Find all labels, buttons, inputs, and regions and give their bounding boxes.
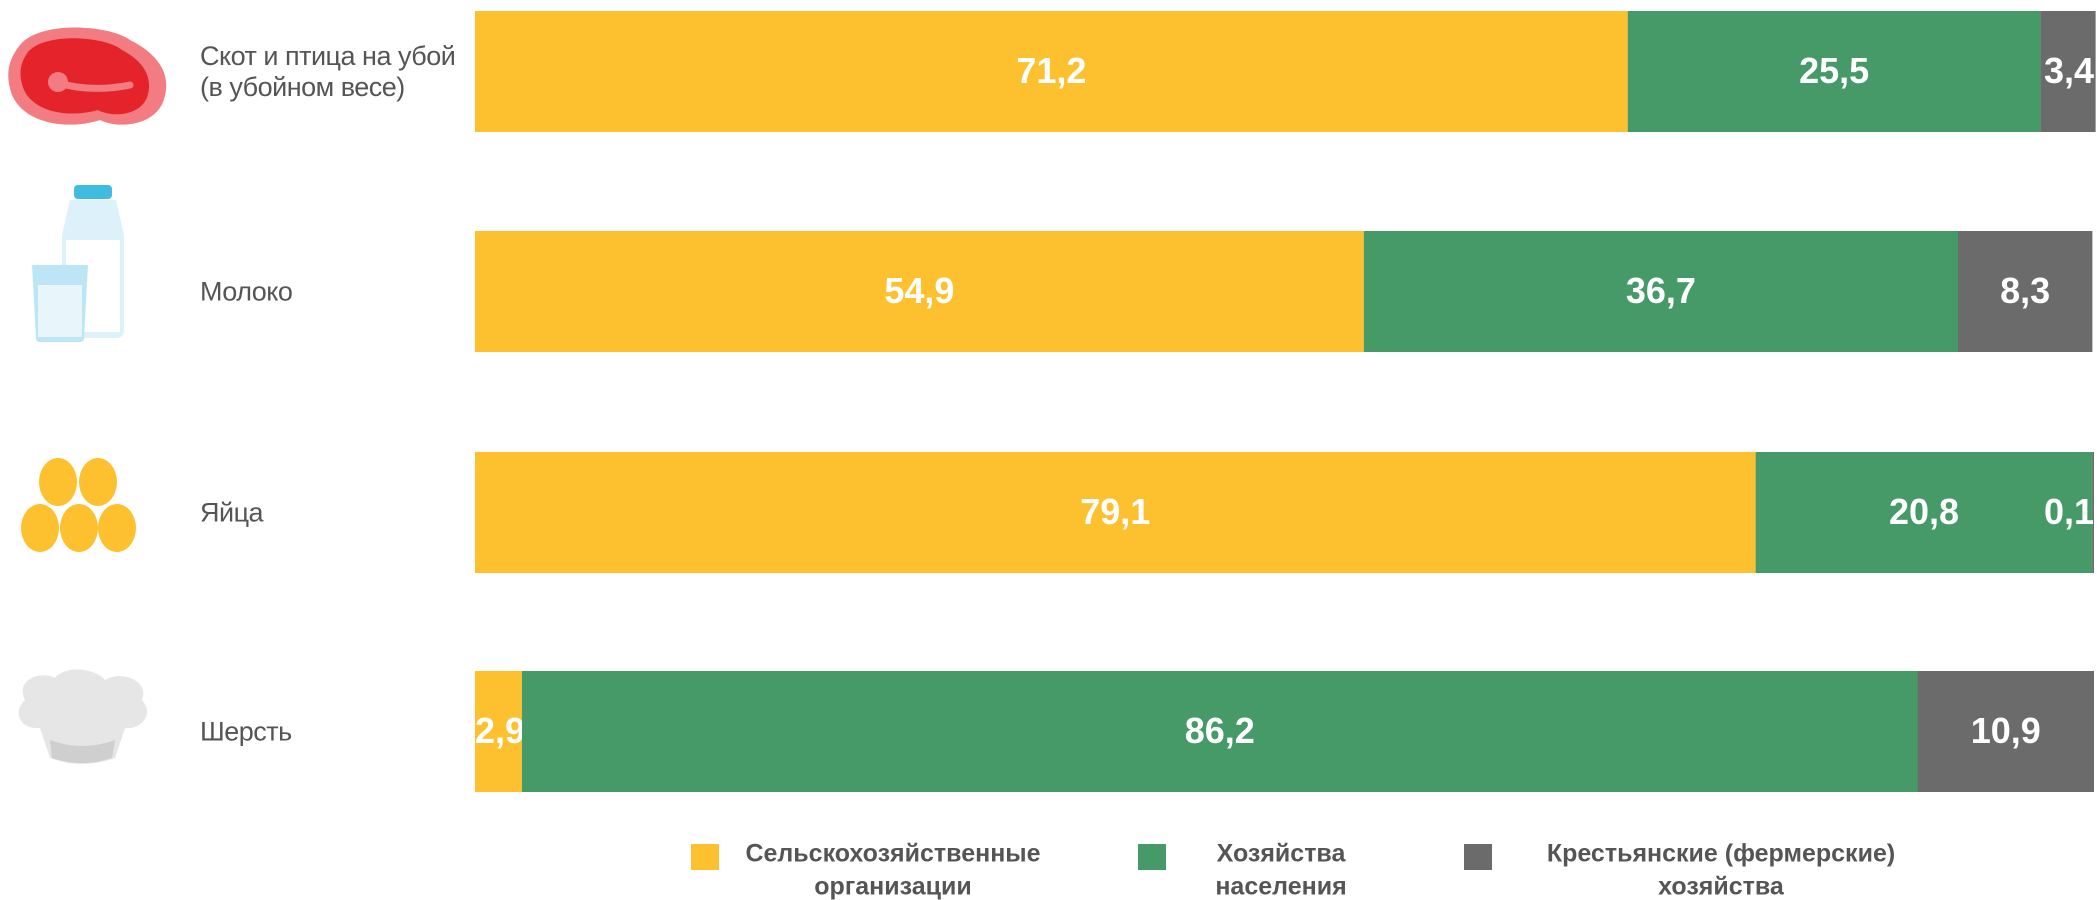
- bar-segment: [475, 452, 1756, 573]
- icon-milk: [32, 185, 124, 342]
- category-label: Скот и птица на убой (в убойном весе): [200, 40, 456, 102]
- value-label: 3,4: [2044, 50, 2094, 91]
- legend-label: Хозяйства населения: [1215, 839, 1347, 900]
- value-label: 20,8: [1889, 491, 1959, 532]
- bar-segment: [2040, 11, 2096, 132]
- value-label: 79,1: [1080, 491, 1150, 532]
- value-label: 71,2: [1016, 50, 1086, 91]
- legend-label: Сельскохозяйственные организации: [745, 839, 1041, 900]
- bar-segment: [1627, 11, 2041, 132]
- bar-segment: [475, 671, 522, 792]
- value-label: 2,9: [475, 710, 525, 751]
- value-label: 25,5: [1799, 50, 1869, 91]
- value-label: 36,7: [1626, 270, 1696, 311]
- value-label: 8,3: [2000, 270, 2050, 311]
- bar-segment: [1958, 231, 2093, 352]
- value-label: 54,9: [884, 270, 954, 311]
- bar-segment: [475, 231, 1364, 352]
- category-label: Молоко: [200, 275, 293, 306]
- value-label: 10,9: [1971, 710, 2041, 751]
- bar-segment: [1363, 231, 1959, 352]
- legend-swatch: [1464, 844, 1492, 870]
- legend-label: Крестьянские (фермерские) хозяйства: [1546, 839, 1896, 900]
- icon-wool: [18, 669, 147, 764]
- icon-meat: [8, 27, 167, 125]
- category-label: Шерсть: [200, 715, 292, 746]
- bar-segment: [521, 671, 1918, 792]
- category-label: Яйца: [200, 496, 264, 527]
- legend-swatch: [1138, 844, 1166, 870]
- bar-segment: [2092, 452, 2094, 573]
- bar-segment: [1755, 452, 2093, 573]
- value-label: 86,2: [1185, 710, 1255, 751]
- icon-eggs: [21, 458, 136, 552]
- legend-swatch: [691, 844, 719, 870]
- bar-segment: [475, 11, 1628, 132]
- value-label: 0,1: [2044, 491, 2094, 532]
- bar-segment: [1917, 671, 2094, 792]
